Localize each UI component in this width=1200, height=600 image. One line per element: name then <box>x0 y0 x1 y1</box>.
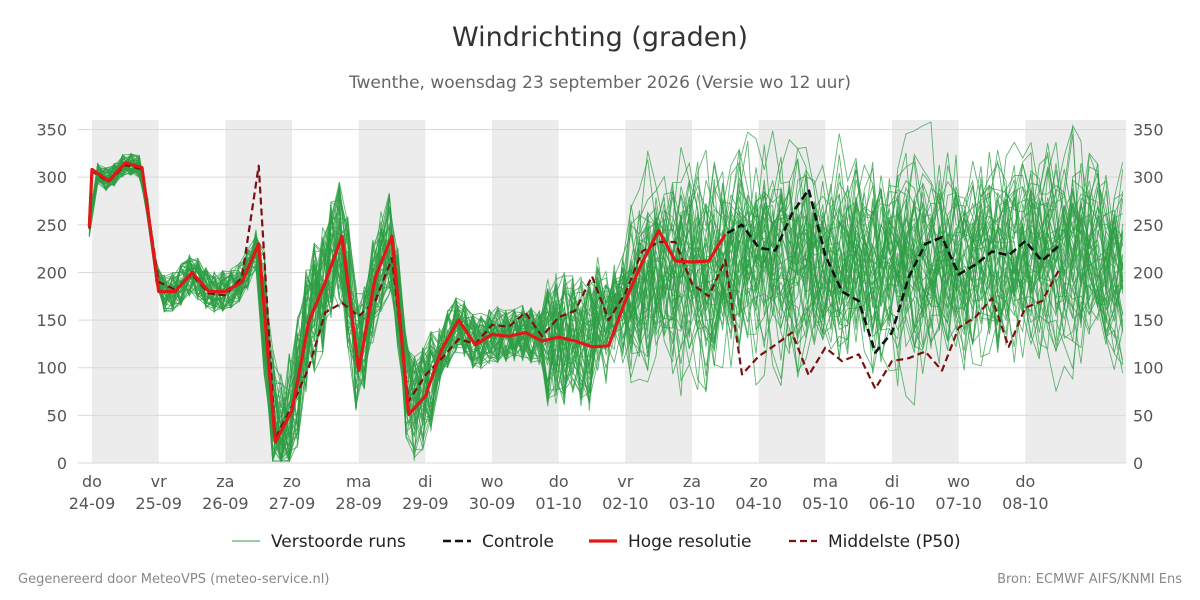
x-axis: do 24-09 vr 25-09 za 26-09 zo 27-09 ma 28-09 di 29-… <box>69 472 1049 513</box>
legend-label-2: Hoge resolutie <box>628 532 752 552</box>
x-tick-day-14: do <box>1015 472 1035 491</box>
legend-label-0: Verstoorde runs <box>271 532 406 552</box>
x-tick-date-13: 07-10 <box>935 494 982 513</box>
y-tick-right-200: 200 <box>1133 263 1164 282</box>
legend-label-3: Middelste (P50) <box>828 532 961 552</box>
y-tick-left-100: 100 <box>36 359 67 378</box>
y-tick-right-100: 100 <box>1133 359 1164 378</box>
x-tick-date-14: 08-10 <box>1002 494 1049 513</box>
legend: Verstoorde runs Controle Hoge resolutie Mid… <box>232 532 961 552</box>
chart-subtitle: Twenthe, woensdag 23 september 2026 (Ver… <box>348 73 852 93</box>
ensemble-run-24 <box>88 155 1124 457</box>
x-tick-day-11: ma <box>813 472 838 491</box>
y-tick-left-50: 50 <box>47 406 67 425</box>
x-tick-date-11: 05-10 <box>802 494 849 513</box>
y-tick-right-0: 0 <box>1133 454 1143 473</box>
x-tick-day-7: do <box>549 472 569 491</box>
y-tick-right-350: 350 <box>1133 121 1164 140</box>
x-tick-day-3: zo <box>283 472 301 491</box>
y-tick-left-150: 150 <box>36 311 67 330</box>
x-tick-day-8: vr <box>617 472 633 491</box>
x-tick-date-1: 25-09 <box>135 494 182 513</box>
y-axis-left: 0 50 100 150 200 250 300 350 <box>36 121 67 473</box>
ensemble-run-31 <box>88 154 1124 462</box>
y-tick-left-250: 250 <box>36 216 67 235</box>
y-tick-right-250: 250 <box>1133 216 1164 235</box>
x-tick-day-4: ma <box>346 472 371 491</box>
x-tick-date-4: 28-09 <box>335 494 382 513</box>
x-tick-day-5: di <box>418 472 433 491</box>
x-tick-date-3: 27-09 <box>269 494 316 513</box>
legend-label-1: Controle <box>482 532 554 552</box>
x-tick-date-5: 29-09 <box>402 494 449 513</box>
x-tick-day-12: di <box>885 472 900 491</box>
y-tick-left-0: 0 <box>57 454 67 473</box>
x-tick-day-0: do <box>82 472 102 491</box>
main-series <box>87 161 1060 444</box>
x-tick-day-13: wo <box>947 472 970 491</box>
ensemble-run-49 <box>88 144 1123 451</box>
footer-generator: Gegenereerd door MeteoVPS (meteo-service… <box>18 572 330 587</box>
y-tick-left-350: 350 <box>36 121 67 140</box>
y-tick-left-300: 300 <box>36 168 67 187</box>
y-tick-left-200: 200 <box>36 263 67 282</box>
x-tick-date-8: 02-10 <box>602 494 649 513</box>
y-tick-right-50: 50 <box>1133 406 1153 425</box>
series-middelste-p50 <box>88 163 1060 440</box>
x-tick-date-9: 03-10 <box>669 494 716 513</box>
x-tick-day-10: zo <box>750 472 768 491</box>
y-tick-right-300: 300 <box>1133 168 1164 187</box>
x-tick-date-10: 04-10 <box>735 494 782 513</box>
x-tick-day-2: za <box>216 472 234 491</box>
chart-title: Windrichting (graden) <box>451 22 749 53</box>
y-axis-right: 0 50 100 150 200 250 300 350 <box>1133 121 1164 473</box>
x-tick-day-1: vr <box>151 472 167 491</box>
x-tick-day-9: za <box>683 472 701 491</box>
series-hoge-resolutie <box>87 161 727 444</box>
x-tick-date-0: 24-09 <box>69 494 116 513</box>
x-tick-date-12: 06-10 <box>869 494 916 513</box>
footer-source: Bron: ECMWF AIFS/KNMI Ens <box>997 572 1182 587</box>
x-tick-date-7: 01-10 <box>535 494 582 513</box>
y-tick-right-150: 150 <box>1133 311 1164 330</box>
x-tick-day-6: wo <box>481 472 504 491</box>
x-tick-date-2: 26-09 <box>202 494 249 513</box>
x-tick-date-6: 30-09 <box>469 494 516 513</box>
